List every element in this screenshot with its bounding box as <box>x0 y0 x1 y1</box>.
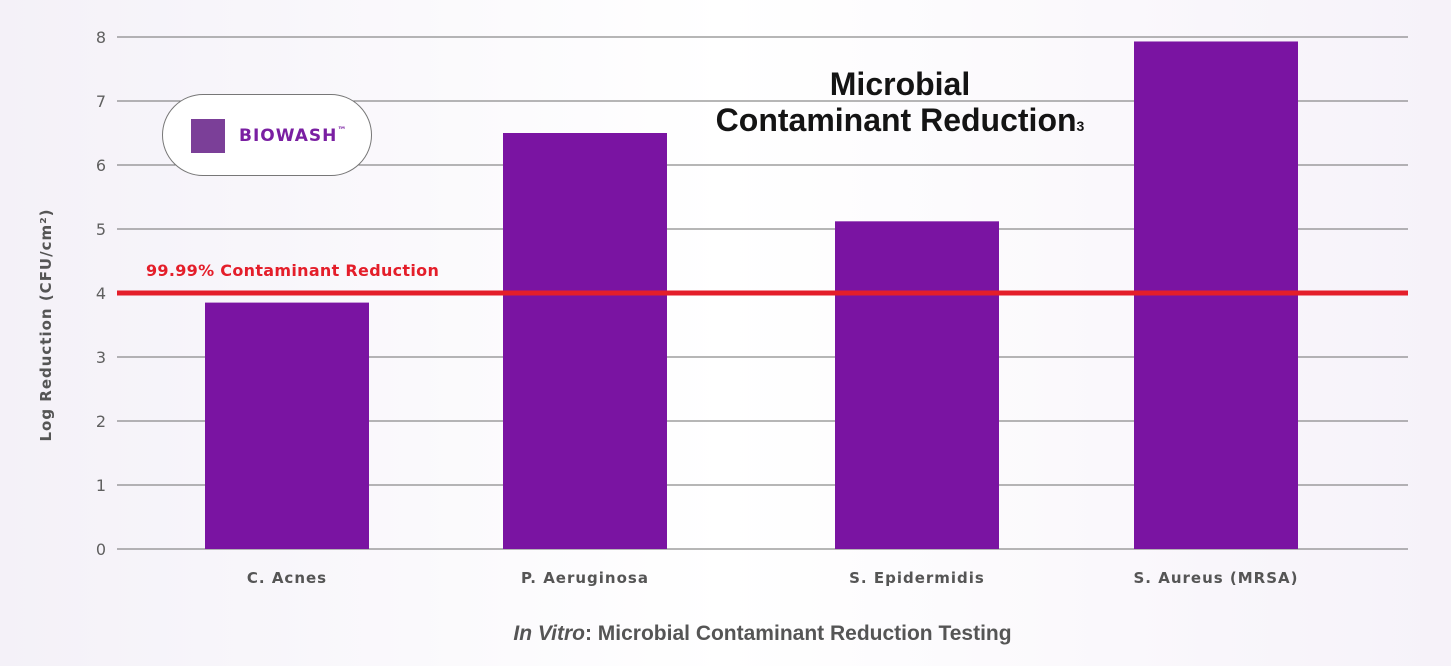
legend-swatch <box>191 119 225 153</box>
x-tick-label: S. Aureus (MRSA) <box>1133 569 1298 587</box>
y-tick-label: 1 <box>96 476 106 495</box>
legend-trademark: ™ <box>337 126 348 136</box>
y-tick-label: 5 <box>96 220 106 239</box>
reference-line-group: 99.99% Contaminant Reduction <box>117 261 1408 296</box>
caption-text: : Microbial Contaminant Reduction Testin… <box>584 622 1012 645</box>
x-axis-ticks: C. Acnes P. Aeruginosa S. Epidermidis S. Au… <box>247 569 1298 587</box>
chart-title: Microbial Contaminant Reduction3 <box>690 66 1110 138</box>
y-tick-label: 0 <box>96 540 106 559</box>
reference-line-label: 99.99% Contaminant Reduction <box>146 261 439 280</box>
x-tick-label: S. Epidermidis <box>849 569 985 587</box>
y-tick-label: 8 <box>96 28 106 47</box>
chart-title-footnote: 3 <box>1076 118 1085 134</box>
y-tick-label: 3 <box>96 348 106 367</box>
chart-title-line1: Microbial <box>829 66 971 102</box>
x-tick-label: P. Aeruginosa <box>521 569 649 587</box>
chart-caption: In Vitro: Microbial Contaminant Reductio… <box>0 622 1451 646</box>
legend: BIOWASH™ <box>162 94 372 176</box>
y-axis-label: Log Reduction (CFU/cm²) <box>37 208 55 441</box>
bar <box>835 221 999 549</box>
legend-series-name: BIOWASH <box>239 126 338 146</box>
y-tick-label: 7 <box>96 92 106 111</box>
chart-title-line2-text: Contaminant Reduction <box>715 102 1077 138</box>
y-axis-ticks: 0 1 2 3 4 5 6 7 8 <box>96 28 106 559</box>
y-tick-label: 6 <box>96 156 106 175</box>
legend-label: BIOWASH™ <box>239 126 347 146</box>
bar <box>205 302 369 549</box>
x-tick-label: C. Acnes <box>247 569 327 587</box>
y-tick-label: 2 <box>96 412 106 431</box>
bar <box>503 133 667 549</box>
y-tick-label: 4 <box>96 284 106 303</box>
caption-italic: In Vitro <box>513 622 585 645</box>
chart-title-line2: Contaminant Reduction3 <box>690 102 1110 138</box>
